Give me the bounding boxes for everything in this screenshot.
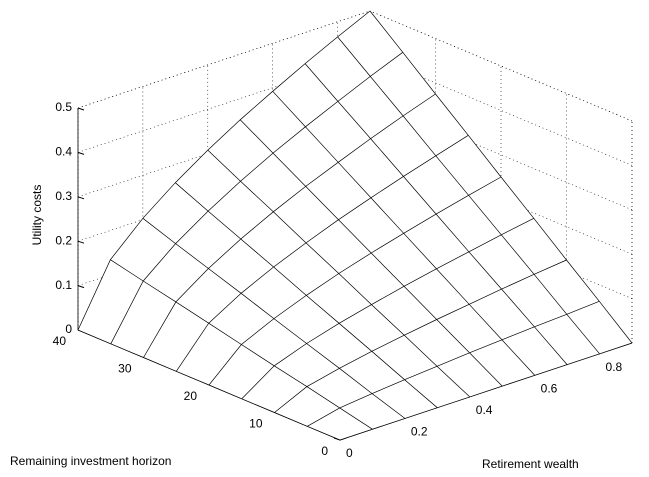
x-axis-title: Remaining investment horizon <box>10 454 171 468</box>
mesh-line <box>307 300 600 427</box>
z-axis-title: Utility costs <box>30 185 44 246</box>
z-tick <box>77 285 85 289</box>
grid-line <box>77 10 371 109</box>
mesh-line <box>304 63 568 365</box>
y-tick-label: 0.2 <box>411 425 428 439</box>
mesh-line <box>339 342 633 441</box>
mesh-line <box>77 10 371 331</box>
z-tick-label: 0.4 <box>55 145 72 159</box>
mesh-line <box>175 182 438 408</box>
mesh-line <box>272 91 535 376</box>
mesh-line <box>143 93 436 358</box>
z-tick <box>77 240 85 244</box>
mesh-line <box>369 10 633 344</box>
z-tick <box>77 151 85 155</box>
mesh-line <box>274 259 567 413</box>
x-tick-label: 20 <box>184 389 198 403</box>
mesh-line <box>110 52 404 344</box>
mesh-line <box>337 36 600 355</box>
y-tick-label: 0.6 <box>541 382 558 396</box>
mesh-line <box>207 149 471 398</box>
surface-fill <box>78 11 632 440</box>
y-tick-label: 0.8 <box>606 360 623 374</box>
mesh-line <box>176 135 469 372</box>
mesh-line <box>77 329 341 441</box>
z-tick <box>77 107 85 111</box>
z-tick-label: 0.1 <box>55 278 72 292</box>
x-tick-label: 40 <box>53 334 67 348</box>
grid-line <box>369 10 633 122</box>
mesh-line <box>208 176 502 386</box>
z-tick-label: 0.5 <box>55 100 72 114</box>
mesh-line <box>110 259 373 430</box>
z-tick-label: 0.2 <box>55 233 72 247</box>
mesh-line <box>142 218 406 419</box>
x-tick-label: 0 <box>321 444 328 458</box>
x-tick-label: 30 <box>118 362 132 376</box>
z-tick <box>77 196 85 200</box>
y-axis-title: Retirement wealth <box>482 457 579 471</box>
y-tick-label: 0 <box>346 446 353 460</box>
z-tick-label: 0 <box>65 322 72 336</box>
z-tick-label: 0.3 <box>55 189 72 203</box>
y-tick-label: 0.4 <box>476 403 493 417</box>
x-tick-label: 10 <box>249 417 263 431</box>
mesh-line <box>239 119 503 387</box>
mesh-line <box>241 217 534 400</box>
